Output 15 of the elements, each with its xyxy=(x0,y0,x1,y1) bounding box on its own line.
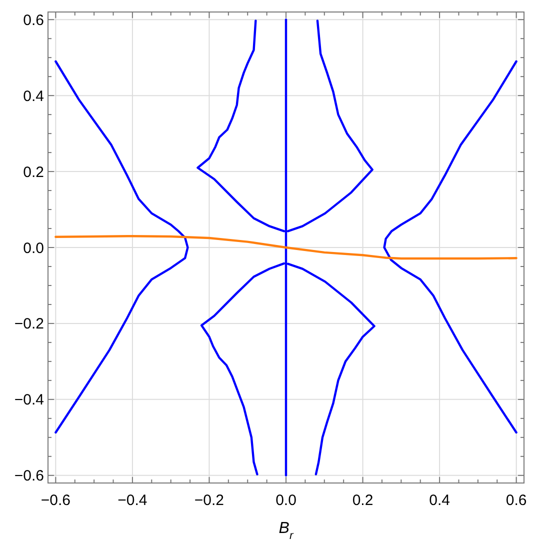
x-tick-label: −0.6 xyxy=(40,492,70,509)
x-axis-title: B$_{r}$ xyxy=(278,520,294,542)
x-tick-label: −0.2 xyxy=(194,492,224,509)
y-tick-label: 0.6 xyxy=(23,12,44,29)
y-tick-label: 0.0 xyxy=(23,240,44,257)
y-tick-label: 0.4 xyxy=(23,88,44,105)
y-tick-label: −0.6 xyxy=(14,468,44,485)
x-tick-label: 0.4 xyxy=(429,492,450,509)
y-tick-label: −0.2 xyxy=(14,316,44,333)
x-tick-label: −0.4 xyxy=(118,492,148,509)
y-tick-label: −0.4 xyxy=(14,392,44,409)
x-tick-label: 0.0 xyxy=(276,492,296,509)
x-tick-label: 0.2 xyxy=(352,492,374,509)
x-tick-label: 0.6 xyxy=(506,492,527,509)
y-tick-label: 0.2 xyxy=(23,164,44,181)
